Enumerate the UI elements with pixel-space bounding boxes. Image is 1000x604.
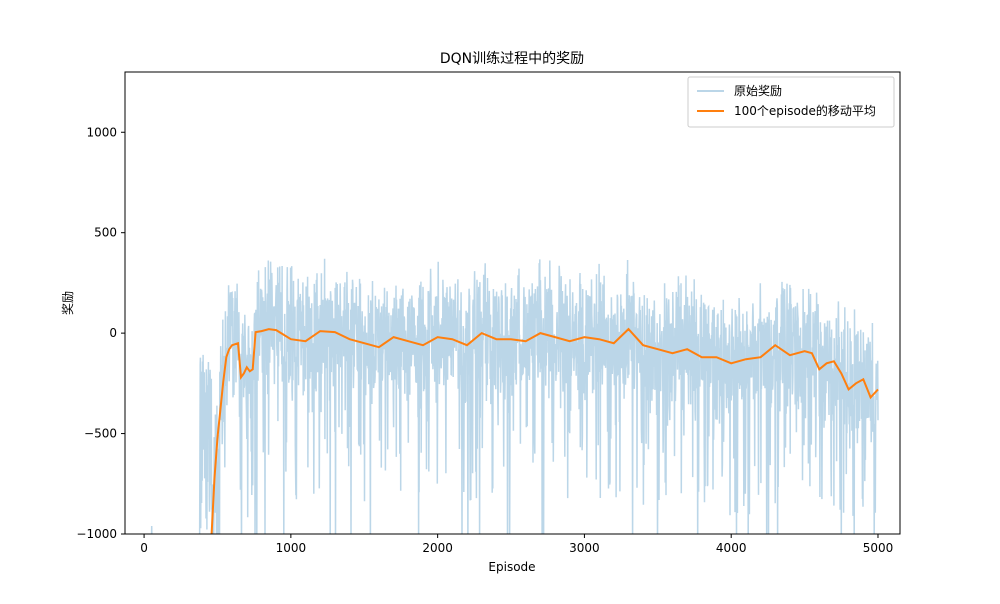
- plot-frame: [124, 71, 901, 535]
- x-tick-label: 5000: [863, 541, 894, 555]
- y-axis-ticks: −1000 −500 0 500 1000: [76, 125, 125, 541]
- y-tick-label: −1000: [76, 527, 117, 541]
- x-axis-ticks: 0 1000 2000 3000 4000 5000: [140, 534, 893, 555]
- x-tick-label: 1000: [276, 541, 307, 555]
- plot-series: [150, 258, 879, 534]
- raw-reward-line: [150, 258, 879, 534]
- x-tick-label: 4000: [716, 541, 747, 555]
- y-tick-label: 500: [94, 226, 117, 240]
- x-tick-label: 0: [140, 541, 148, 555]
- legend-box: [687, 76, 895, 128]
- y-tick-label: 0: [109, 326, 117, 340]
- legend: 原始奖励 100个episode的移动平均: [687, 76, 895, 128]
- legend-label-average: 100个episode的移动平均: [734, 103, 876, 118]
- legend-label-raw: 原始奖励: [734, 84, 782, 98]
- y-axis-label: 奖励: [61, 291, 75, 315]
- y-tick-label: 1000: [86, 125, 117, 139]
- y-tick-label: −500: [84, 427, 117, 441]
- x-tick-label: 2000: [422, 541, 453, 555]
- moving-average-line: [210, 327, 879, 534]
- x-tick-label: 3000: [569, 541, 600, 555]
- chart-title: DQN训练过程中的奖励: [440, 50, 584, 67]
- x-axis-label: Episode: [488, 560, 535, 574]
